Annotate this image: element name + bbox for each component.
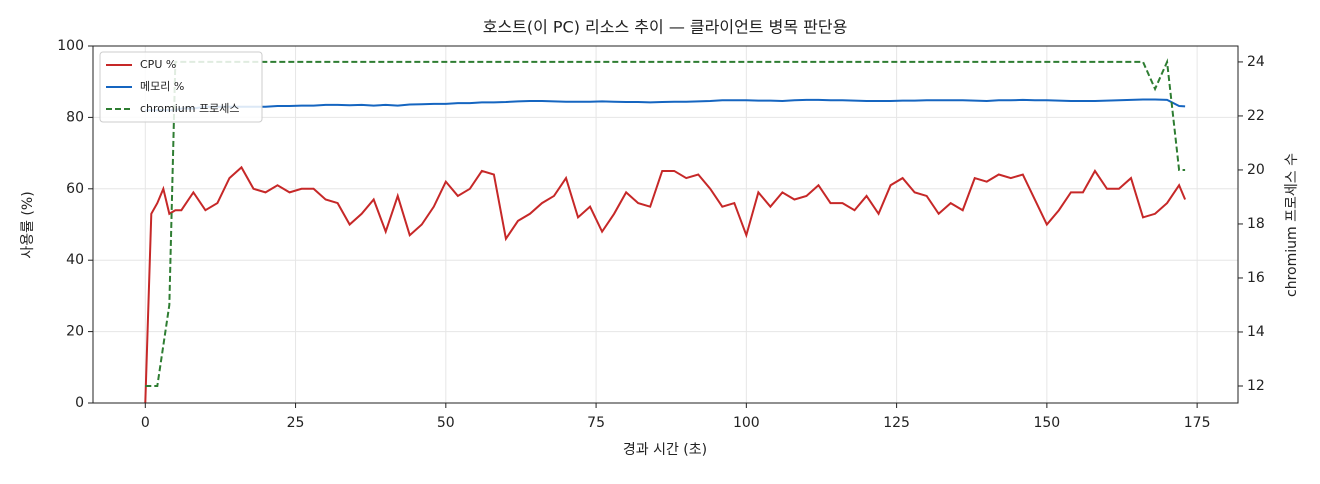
plot-frame: [92, 45, 1239, 404]
x-tick-label: 100: [733, 415, 760, 431]
series-line: [145, 98, 1186, 112]
x-tick-label: 0: [141, 415, 150, 431]
y2-tick-label: 16: [1247, 270, 1265, 286]
x-tick-label: 150: [1033, 415, 1060, 431]
x-tick-label: 125: [883, 415, 910, 431]
y2-axis-label: chromium 프로세스 수: [1284, 153, 1300, 297]
y2-tick-label: 20: [1247, 162, 1265, 178]
y-tick-label: 80: [66, 109, 84, 125]
y-tick-label: 100: [57, 38, 84, 54]
y-tick-label: 60: [66, 181, 84, 197]
chart-title: 호스트(이 PC) 리소스 추이 — 클라이언트 병목 판단용: [483, 18, 848, 37]
y2-tick-label: 12: [1247, 378, 1265, 394]
y2-tick-label: 14: [1247, 324, 1265, 340]
legend-box: [99, 51, 263, 123]
y-tick-label: 0: [75, 395, 84, 411]
y2-tick-label: 24: [1247, 54, 1265, 70]
y2-tick-label: 22: [1247, 108, 1265, 124]
x-tick-label: 25: [287, 415, 305, 431]
series-line: [144, 165, 1187, 404]
y-axis-label: 사용률 (%): [20, 191, 36, 258]
x-tick-label: 175: [1184, 415, 1211, 431]
legend-label: 메모리 %: [140, 80, 184, 93]
series-line: [145, 58, 1186, 387]
x-tick-label: 75: [587, 415, 605, 431]
legend-label: chromium 프로세스: [140, 102, 239, 115]
x-tick-label: 50: [437, 415, 455, 431]
y-tick-label: 20: [66, 324, 84, 340]
y2-tick-label: 18: [1247, 216, 1265, 232]
x-axis-label: 경과 시간 (초): [623, 442, 707, 458]
legend-label: CPU %: [140, 58, 176, 71]
y-tick-label: 40: [66, 252, 84, 268]
